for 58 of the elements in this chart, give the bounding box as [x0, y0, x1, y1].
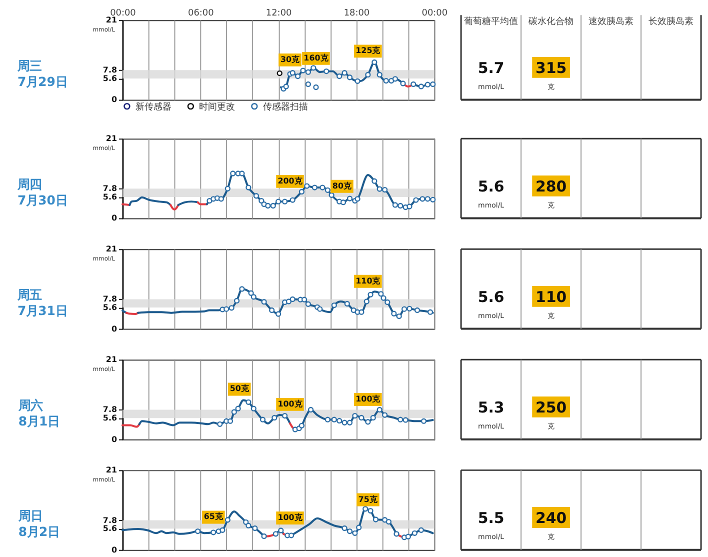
y-tick-label: 5.6 — [102, 192, 118, 202]
y-tick-label: 0 — [111, 214, 118, 223]
text: 周日 8月2日 — [17, 508, 60, 539]
legend-label: 传感器扫描 — [262, 101, 308, 112]
text: 周六 8月1日 — [17, 397, 60, 428]
data-label: 250 — [535, 398, 567, 416]
x-tick-label: 12:00 — [266, 8, 292, 19]
y-tick-label: 21 — [106, 16, 118, 25]
x-tick-label: 00:00 — [422, 8, 448, 19]
annotation: 50克 — [230, 384, 250, 394]
y-tick-label: 7.8 — [102, 516, 118, 525]
annotation: 125克 — [356, 46, 382, 56]
legend-label: 时间更改 — [199, 101, 236, 112]
y-tick-label: 5.6 — [102, 524, 118, 534]
annotation: 100克 — [278, 399, 304, 408]
data-label: 5.6 — [478, 177, 504, 196]
category-label: 碳水化合物 — [528, 16, 574, 28]
text: 周三 7月29日 — [16, 58, 68, 89]
category-label: 长效胰岛素 — [648, 16, 694, 28]
y-tick-label: 5.6 — [102, 74, 118, 84]
data-label: 240 — [535, 508, 567, 527]
y-tick-label: 21 — [106, 466, 118, 475]
data-label: 5.3 — [478, 398, 504, 416]
category-label: 葡萄糖平均值 — [464, 16, 518, 28]
y-tick-label: 7.8 — [102, 66, 118, 75]
x-tick-label: 18:00 — [344, 8, 370, 19]
y-tick-label: 7.8 — [102, 184, 118, 194]
y-tick-label: 0 — [111, 434, 118, 444]
category-label: 速效胰岛素 — [588, 16, 634, 28]
y-tick-label: 21 — [106, 134, 118, 144]
text: 周五 7月31日 — [16, 286, 68, 318]
y-tick-label: 0 — [111, 545, 118, 554]
data-label: 110 — [535, 288, 567, 306]
y-tick-label: 7.8 — [102, 294, 118, 304]
annotation: 200克 — [278, 176, 304, 186]
y-tick-label: 21 — [106, 244, 118, 254]
annotation: 100克 — [278, 512, 304, 522]
annotation: 30克 — [280, 54, 301, 64]
annotation: 160克 — [304, 53, 330, 62]
data-label: 315 — [535, 58, 567, 77]
x-tick-label: 06:00 — [188, 8, 214, 19]
data-label: 280 — [535, 177, 567, 196]
annotation: 75克 — [358, 494, 378, 504]
y-tick-label: 21 — [106, 355, 118, 364]
legend-label: 新传感器 — [135, 101, 172, 112]
data-label: 5.7 — [478, 58, 504, 77]
data-label: 5.6 — [478, 288, 504, 306]
y-tick-label: 7.8 — [102, 405, 118, 414]
y-tick-label: 5.6 — [102, 414, 118, 423]
text: 周四 7月30日 — [16, 176, 68, 208]
annotation: 80克 — [332, 181, 352, 190]
y-tick-label: 0 — [111, 324, 118, 334]
data-label: 5.5 — [478, 508, 504, 527]
annotation: 100克 — [356, 394, 382, 404]
annotation: 65克 — [204, 512, 224, 522]
annotation: 110克 — [356, 276, 382, 286]
y-tick-label: 0 — [111, 95, 118, 104]
y-tick-label: 5.6 — [102, 303, 118, 312]
